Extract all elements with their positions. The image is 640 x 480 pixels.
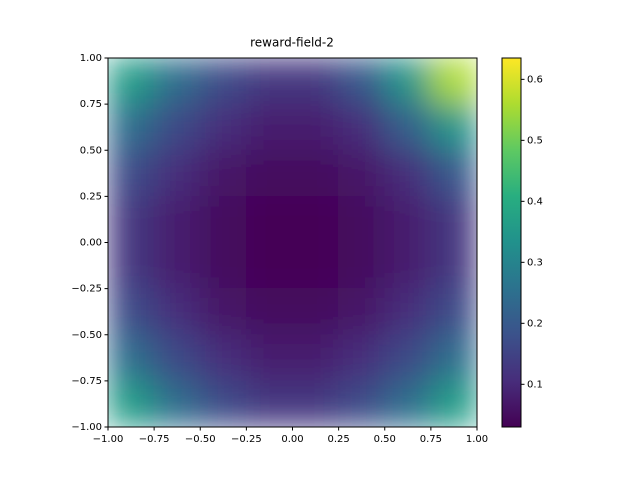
colorbar-tick-label: 0.1 [527, 379, 543, 390]
x-tick-label: 0.00 [281, 434, 303, 445]
heatmap-cell [245, 288, 293, 336]
heatmap-cell [199, 195, 247, 243]
x-tick-label: −0.25 [231, 434, 262, 445]
x-tick-label: −1.00 [93, 434, 124, 445]
heatmap-cell [199, 242, 247, 290]
heatmap-cell [108, 242, 155, 290]
heatmap-cell [199, 288, 247, 336]
heatmap-cell [384, 58, 432, 105]
heatmap-cell [430, 58, 477, 105]
heatmap-cell [199, 103, 247, 151]
heatmap-cell [199, 58, 247, 105]
heatmap-cell [430, 380, 477, 427]
heatmap-cell [338, 242, 386, 290]
heatmap-cell [245, 149, 293, 197]
heatmap-cell [430, 149, 477, 197]
heatmap-cell [292, 58, 340, 105]
heatmap-cell [153, 380, 201, 427]
x-tick-label: 0.75 [420, 434, 442, 445]
heatmap [108, 58, 477, 427]
heatmap-cell [153, 58, 201, 105]
heatmap-cell [384, 149, 432, 197]
heatmap-cell [384, 334, 432, 382]
x-tick-label: 1.00 [466, 434, 488, 445]
colorbar-tick-label: 0.2 [527, 318, 543, 329]
heatmap-cell [430, 288, 477, 336]
heatmap-cell [338, 380, 386, 427]
heatmap-cell [338, 288, 386, 336]
heatmap-cell [338, 334, 386, 382]
heatmap-cell [108, 334, 155, 382]
heatmap-cell [430, 242, 477, 290]
heatmap-cell [153, 242, 201, 290]
heatmap-cell [292, 288, 340, 336]
y-tick-label: −0.50 [71, 330, 102, 341]
y-tick-label: −1.00 [71, 422, 102, 433]
y-tick-label: −0.75 [71, 376, 102, 387]
x-tick-label: 0.25 [327, 434, 349, 445]
heatmap-cell [338, 195, 386, 243]
heatmap-cell [292, 195, 340, 243]
chart-title: reward-field-2 [250, 36, 334, 50]
heatmap-cell [108, 195, 155, 243]
heatmap-cell [292, 380, 340, 427]
heatmap-cell [153, 103, 201, 151]
heatmap-cell [384, 242, 432, 290]
colorbar-tick-label: 0.3 [527, 257, 543, 268]
y-tick-label: 0.75 [80, 99, 102, 110]
x-tick-label: −0.75 [139, 434, 170, 445]
colorbar-tick-label: 0.5 [527, 135, 543, 146]
y-tick-label: −0.25 [71, 284, 102, 295]
colorbar [501, 57, 522, 428]
heatmap-cell [108, 103, 155, 151]
heatmap-cell [153, 288, 201, 336]
heatmap-cell [245, 380, 293, 427]
heatmap-cell [384, 288, 432, 336]
heatmap-cell [430, 195, 477, 243]
heatmap-cell [108, 380, 155, 427]
plot-area [108, 58, 477, 427]
heatmap-cell [338, 149, 386, 197]
heatmap-cell [430, 103, 477, 151]
heatmap-cell [245, 103, 293, 151]
heatmap-cell [338, 58, 386, 105]
colorbar-tick-label: 0.4 [527, 196, 543, 207]
heatmap-cell [384, 195, 432, 243]
heatmap-cell [245, 242, 293, 290]
heatmap-cell [384, 103, 432, 151]
heatmap-cell [430, 334, 477, 382]
y-tick-label: 0.00 [80, 238, 102, 249]
heatmap-cell [245, 58, 293, 105]
heatmap-cell [292, 149, 340, 197]
y-tick-label: 0.50 [80, 145, 102, 156]
heatmap-cell [384, 380, 432, 427]
heatmap-cell [292, 103, 340, 151]
heatmap-cell [338, 103, 386, 151]
x-tick-label: 0.50 [374, 434, 396, 445]
colorbar-tick-label: 0.6 [527, 74, 543, 85]
heatmap-cell [108, 58, 155, 105]
heatmap-cell [108, 149, 155, 197]
heatmap-cell [199, 380, 247, 427]
heatmap-cell [153, 195, 201, 243]
heatmap-cell [153, 334, 201, 382]
heatmap-cell [292, 242, 340, 290]
x-tick-label: −0.50 [185, 434, 216, 445]
heatmap-cell [153, 149, 201, 197]
heatmap-cell [292, 334, 340, 382]
y-tick-label: 1.00 [80, 53, 102, 64]
heatmap-cell [245, 195, 293, 243]
heatmap-cell [108, 288, 155, 336]
heatmap-cell [199, 334, 247, 382]
heatmap-cell [199, 149, 247, 197]
y-tick-label: 0.25 [80, 191, 102, 202]
heatmap-cell [245, 334, 293, 382]
